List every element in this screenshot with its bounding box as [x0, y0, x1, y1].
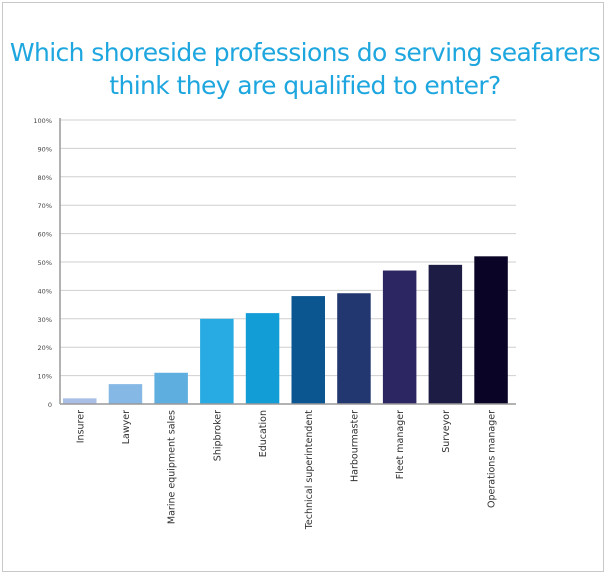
chart-frame: [2, 2, 604, 572]
x-tick-label: Lawyer: [121, 410, 132, 444]
x-tick-label: Insurer: [75, 410, 86, 443]
bar-harbourmaster: [337, 293, 371, 404]
y-tick-label: 60%: [38, 231, 52, 239]
y-tick-label: 90%: [38, 145, 52, 153]
x-tick-label: Technical superintendent: [304, 410, 315, 531]
y-tick-label: 20%: [38, 344, 52, 352]
x-tick-label: Fleet manager: [395, 410, 406, 479]
bar-surveyor: [428, 264, 463, 404]
y-tick-label: 80%: [38, 174, 52, 182]
bar-education: [245, 313, 280, 404]
y-tick-label: 40%: [38, 287, 52, 295]
x-tick-label: Operations manager: [487, 410, 498, 508]
x-tick-label: Shipbroker: [212, 410, 223, 461]
bar-lawyer: [108, 384, 143, 404]
y-tick-label: 30%: [38, 316, 52, 324]
bar-fleet-manager: [382, 270, 417, 404]
y-tick-label: 0: [48, 401, 52, 409]
bar-insurer: [63, 398, 97, 404]
x-tick-label: Surveyor: [441, 410, 452, 453]
y-tick-label: 70%: [38, 202, 52, 210]
bar-marine-equipment-sales: [154, 372, 188, 404]
chart-title: Which shoreside professions do serving s…: [9, 38, 601, 100]
bar-shipbroker: [200, 318, 234, 404]
x-tick-label: Education: [258, 410, 269, 457]
x-tick-label: Marine equipment sales: [167, 410, 178, 524]
y-tick-label: 50%: [38, 259, 52, 267]
x-tick-label: Harbourmaster: [349, 410, 360, 482]
bar-technical-superintendent: [291, 296, 325, 404]
y-tick-label: 10%: [38, 373, 52, 381]
bar-operations-manager: [474, 256, 508, 404]
y-tick-label: 100%: [33, 117, 52, 125]
